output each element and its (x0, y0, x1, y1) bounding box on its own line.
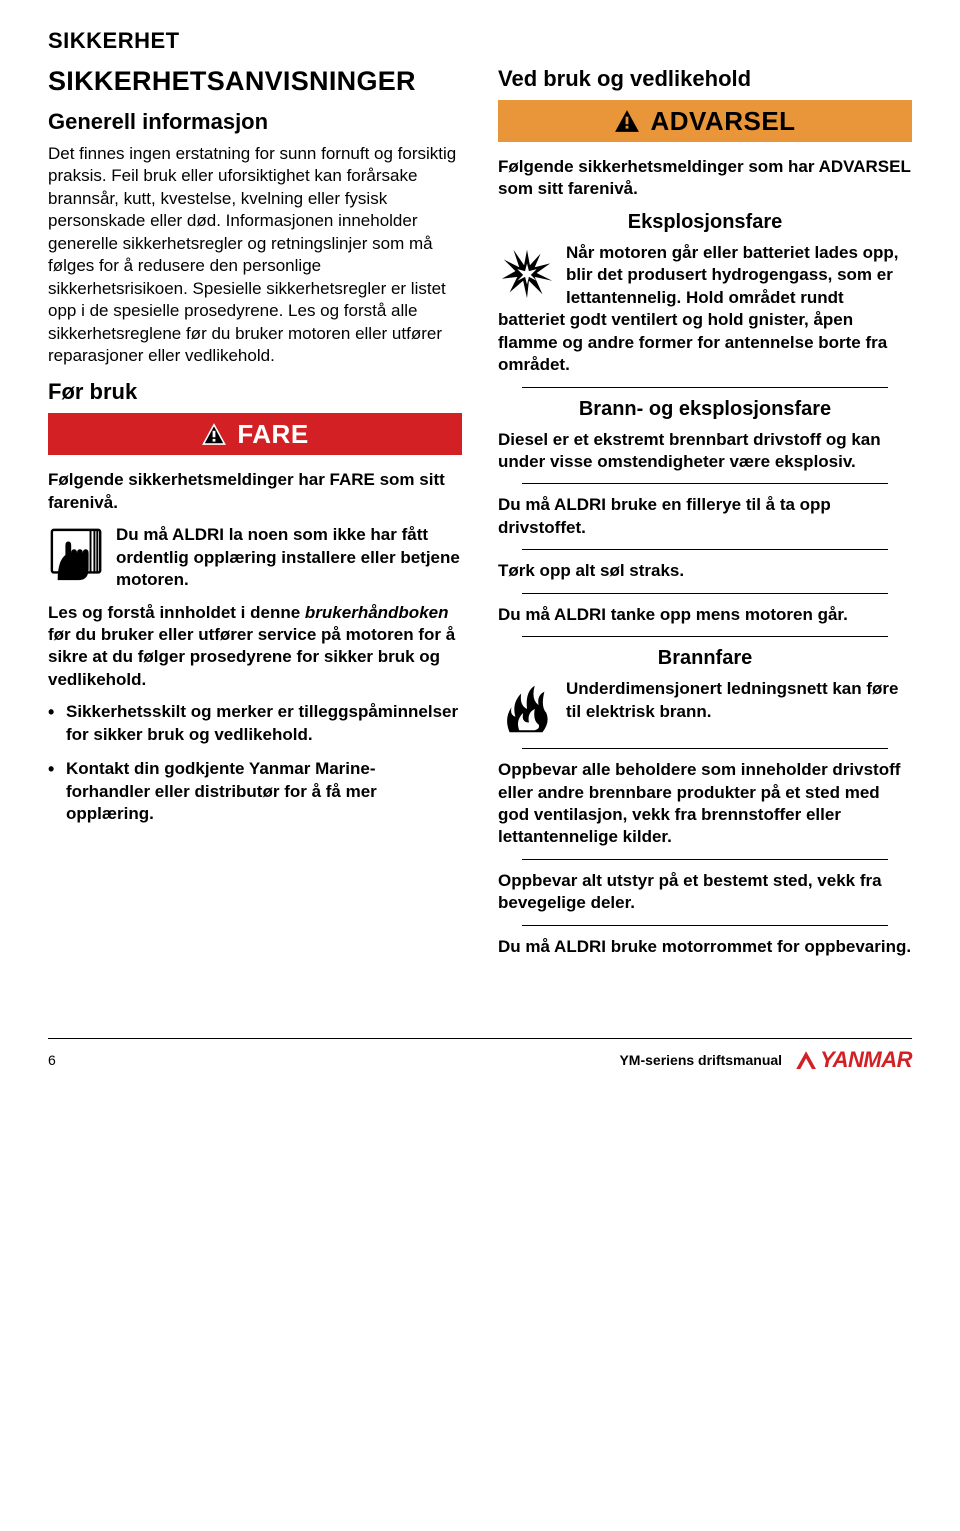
p-tanke: Du må ALDRI tanke opp mens motoren går. (498, 604, 912, 626)
fare-msg: Følgende sikkerhetsmeldinger har FARE so… (48, 469, 462, 514)
hand-book-icon (48, 526, 106, 584)
warning-triangle-icon (201, 422, 227, 446)
sub-forbruk: Før bruk (48, 379, 462, 405)
fare-banner: FARE (48, 413, 462, 455)
page-header: SIKKERHET (48, 28, 912, 54)
bullet-1: Sikkerhetsskilt og merker er tilleggspåm… (48, 701, 462, 746)
heading-brannfare: Brannfare (498, 647, 912, 670)
footer-manual: YM-seriens driftsmanual (619, 1052, 782, 1068)
para2-italic: brukerhåndboken (305, 603, 449, 622)
divider (522, 593, 888, 594)
bullet-2: Kontakt din godkjente Yanmar Marine- for… (48, 758, 462, 825)
para2b: før du bruker eller utfører service på m… (48, 625, 455, 689)
divider (522, 636, 888, 637)
fire-icon (498, 680, 556, 738)
heading-brann-eksp: Brann- og eksplosjonsfare (498, 398, 912, 421)
sub-generell: Generell informasjon (48, 109, 462, 135)
yanmar-logo: YANMAR (796, 1047, 912, 1073)
p-tork: Tørk opp alt søl straks. (498, 560, 912, 582)
divider (522, 483, 888, 484)
p-diesel: Diesel er et ekstremt brennbart drivstof… (498, 429, 912, 474)
para-handbook: Les og forstå innholdet i denne brukerhå… (48, 602, 462, 692)
yanmar-logo-text: YANMAR (820, 1047, 912, 1073)
fire-text: Underdimensjonert ledningsnett kan føre … (498, 678, 912, 723)
columns-wrapper: SIKKERHETSANVISNINGER Generell informasj… (48, 66, 912, 968)
advarsel-banner-text: ADVARSEL (650, 106, 795, 137)
divider (522, 748, 888, 749)
sub-vedlikehold: Ved bruk og vedlikehold (498, 66, 912, 92)
divider (522, 859, 888, 860)
yanmar-logo-mark (796, 1051, 816, 1069)
heading-eksplosjon: Eksplosjonsfare (498, 211, 912, 234)
explosion-text: Når motoren går eller batteriet lades op… (498, 242, 912, 377)
hand-block: Du må ALDRI la noen som ikke har fått or… (48, 524, 462, 591)
para2a: Les og forstå innholdet i denne (48, 603, 305, 622)
para-generell: Det finnes ingen erstatning for sunn for… (48, 143, 462, 367)
advarsel-msg: Følgende sikkerhetsmeldinger som har ADV… (498, 156, 912, 201)
warning-triangle-icon (614, 109, 640, 133)
footer-right: YM-seriens driftsmanual YANMAR (619, 1047, 912, 1073)
hand-text: Du må ALDRI la noen som ikke har fått or… (48, 524, 462, 591)
p-motorrom: Du må ALDRI bruke motorrommet for oppbev… (498, 936, 912, 958)
p-oppbevar: Oppbevar alle beholdere som inneholder d… (498, 759, 912, 849)
p-fillerye: Du må ALDRI bruke en fillerye til å ta o… (498, 494, 912, 539)
divider (522, 387, 888, 388)
page-footer: 6 YM-seriens driftsmanual YANMAR (48, 1038, 912, 1073)
p-utstyr: Oppbevar alt utstyr på et bestemt sted, … (498, 870, 912, 915)
divider (522, 925, 888, 926)
advarsel-banner: ADVARSEL (498, 100, 912, 142)
main-title: SIKKERHETSANVISNINGER (48, 66, 462, 97)
fare-banner-text: FARE (237, 419, 308, 450)
right-column: Ved bruk og vedlikehold ADVARSEL Følgend… (498, 66, 912, 968)
left-column: SIKKERHETSANVISNINGER Generell informasj… (48, 66, 462, 968)
explosion-block: Når motoren går eller batteriet lades op… (498, 242, 912, 377)
explosion-icon (498, 244, 556, 302)
fire-block: Underdimensjonert ledningsnett kan føre … (498, 678, 912, 738)
page-number: 6 (48, 1052, 56, 1068)
divider (522, 549, 888, 550)
bullet-list: Sikkerhetsskilt og merker er tilleggspåm… (48, 701, 462, 825)
